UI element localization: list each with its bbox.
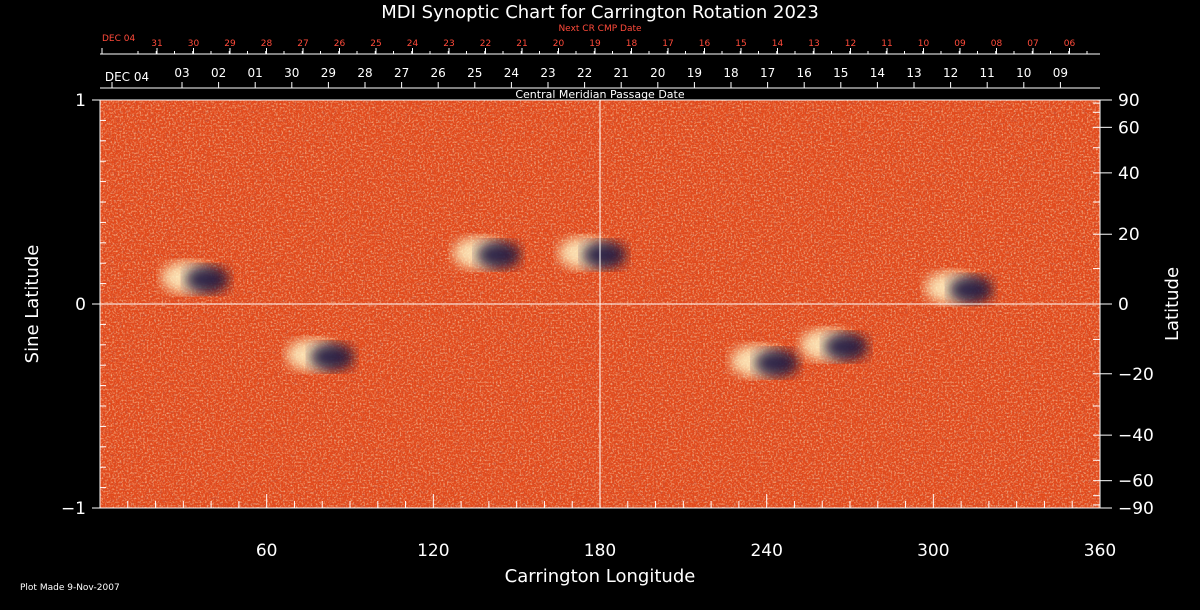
next-cr-date-label: 21	[516, 39, 527, 49]
next-cr-date-label: 17	[662, 39, 673, 49]
y-left-tick-label: −1	[61, 499, 86, 519]
next-cr-date-label: 29	[224, 39, 236, 49]
cmp-date-label: 28	[357, 66, 372, 80]
cmp-date-label: 25	[467, 66, 482, 80]
cmp-axis-label: Central Meridian Passage Date	[515, 88, 684, 101]
x-tick-label: 60	[256, 541, 278, 561]
next-cr-date-label: 19	[589, 39, 601, 49]
negative-polarity	[824, 332, 869, 361]
x-tick-label: 180	[584, 541, 616, 561]
cmp-date-label: 21	[614, 66, 629, 80]
cmp-date-label: 10	[1016, 66, 1031, 80]
next-cr-date-label: 14	[772, 39, 784, 49]
y-left-tick-label: 1	[75, 91, 86, 111]
negative-polarity	[310, 343, 355, 371]
active-regions	[161, 237, 994, 378]
plot-made-footer: Plot Made 9-Nov-2007	[20, 583, 120, 593]
y-right-tick-label: 90	[1118, 91, 1140, 111]
y-axis-left: 1 0 −1	[61, 91, 106, 519]
next-cr-date-label: 31	[151, 39, 162, 49]
next-cr-date-label: 09	[954, 39, 966, 49]
cmp-date-label: 14	[870, 66, 885, 80]
next-cr-date-label: 26	[334, 39, 346, 49]
x-axis-label: Carrington Longitude	[505, 566, 696, 587]
x-tick-label: 360	[1084, 541, 1116, 561]
active-region	[730, 345, 799, 378]
active-region	[558, 237, 627, 269]
y-right-tick-label: −60	[1118, 472, 1154, 492]
next-cr-date-label: 08	[991, 39, 1003, 49]
cmp-date-label: 16	[797, 66, 812, 80]
next-cr-date-label: 22	[480, 39, 491, 49]
active-region	[800, 328, 869, 361]
cmp-date-label: 24	[504, 66, 519, 80]
cmp-date-label: 11	[980, 66, 995, 80]
active-region	[161, 261, 230, 294]
next-cr-date-label: 18	[626, 39, 638, 49]
next-cr-date-label: 06	[1064, 39, 1076, 49]
next-cr-date-label: DEC 04	[102, 34, 135, 44]
next-cr-date-label: 20	[553, 39, 565, 49]
active-region	[286, 339, 355, 371]
cmp-date-label: 22	[577, 66, 592, 80]
y-axis-left-label: Sine Latitude	[22, 245, 43, 364]
cmp-date-label: 09	[1053, 66, 1068, 80]
x-tick-label: 300	[917, 541, 949, 561]
y-left-tick-label: 0	[75, 295, 86, 315]
cmp-date-label: 13	[906, 66, 921, 80]
cmp-date-label: 23	[540, 66, 555, 80]
x-tick-label: 240	[750, 541, 782, 561]
cmp-date-label: 27	[394, 66, 409, 80]
negative-polarity	[185, 265, 230, 294]
cmp-date-label: DEC 04	[105, 70, 149, 84]
next-cr-date-label: 07	[1027, 39, 1038, 49]
next-cr-date-label: 25	[370, 39, 381, 49]
cmp-date-label: 29	[321, 66, 336, 80]
cmp-date-label: 12	[943, 66, 958, 80]
chart-title: MDI Synoptic Chart for Carrington Rotati…	[381, 2, 819, 23]
negative-polarity	[754, 349, 799, 378]
y-axis-right: 90 60 40 20 0 −20 −40 −60 −90	[1093, 91, 1154, 519]
next-cr-date-label: 11	[881, 39, 892, 49]
negative-polarity	[476, 241, 521, 269]
y-axis-right-label: Latitude	[1162, 267, 1183, 341]
cmp-date-label: 30	[284, 66, 299, 80]
next-cr-date-label: 30	[188, 39, 200, 49]
next-cr-date-label: 16	[699, 39, 711, 49]
cmp-date-label: 01	[248, 66, 263, 80]
next-cr-date-label: 13	[808, 39, 819, 49]
active-region	[925, 271, 994, 304]
next-cr-date-label: 12	[845, 39, 856, 49]
cmp-date-label: 03	[174, 66, 189, 80]
negative-polarity	[582, 241, 627, 269]
next-cr-axis: DEC 04 31 30 29 28 27 26 25 24 23 22 21 20 19 18 17 16 15…	[100, 34, 1100, 55]
x-axis: 60 120 180 240 300 360	[127, 494, 1116, 561]
y-right-tick-label: −90	[1118, 499, 1154, 519]
next-cr-date-label: 27	[297, 39, 308, 49]
y-right-tick-label: 0	[1118, 295, 1129, 315]
cmp-date-label: 26	[431, 66, 446, 80]
next-cr-label: Next CR CMP Date	[558, 24, 642, 34]
y-right-tick-label: 40	[1118, 164, 1140, 184]
active-region	[452, 237, 521, 269]
cmp-date-label: 15	[833, 66, 848, 80]
cmp-date-label: 20	[650, 66, 665, 80]
x-tick-label: 120	[417, 541, 449, 561]
next-cr-date-label: 10	[918, 39, 930, 49]
y-right-tick-label: −40	[1118, 426, 1154, 446]
y-right-tick-label: −20	[1118, 365, 1154, 385]
next-cr-date-label: 28	[261, 39, 273, 49]
y-right-tick-label: 20	[1118, 225, 1140, 245]
cmp-date-label: 02	[211, 66, 226, 80]
cmp-date-label: 18	[723, 66, 738, 80]
cmp-date-label: 19	[687, 66, 702, 80]
cmp-date-label: 17	[760, 66, 775, 80]
y-right-tick-label: 60	[1118, 118, 1140, 138]
cmp-date-axis: DEC 04 03 02 01 30 29 28 27 26 25 24 23 22 21 20 19 18 17…	[100, 66, 1100, 89]
next-cr-date-label: 24	[407, 39, 419, 49]
next-cr-date-label: 23	[443, 39, 454, 49]
next-cr-date-label: 15	[735, 39, 746, 49]
negative-polarity	[949, 275, 994, 304]
